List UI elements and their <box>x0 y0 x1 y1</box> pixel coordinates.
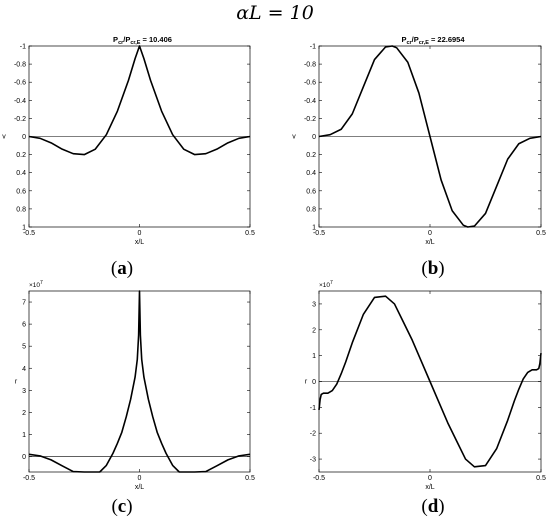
chart-panel-1: Pcr/Pcr,E = 10.406 <box>28 35 251 228</box>
panel-title-part: cr,E <box>130 40 140 46</box>
x-tick-label: 0 <box>138 230 142 237</box>
y-tick-label: 0 <box>22 454 26 461</box>
x-axis-label: x/L <box>135 239 144 246</box>
y-tick-label: 2 <box>22 410 26 417</box>
y-exponent-label: ×107 <box>29 280 43 289</box>
panel-title-part: = 22.6954 <box>429 35 465 44</box>
y-tick-label: 6 <box>22 322 26 329</box>
x-tick-label: 0 <box>428 230 432 237</box>
y-axis-label: v <box>292 134 296 141</box>
y-axis-label: v <box>2 134 6 141</box>
figure-title: αL = 10 <box>236 2 314 24</box>
panel-title-part: = 10.406 <box>140 35 172 44</box>
y-tick-label: -0.2 <box>304 116 316 123</box>
y-tick-label: 5 <box>22 344 26 351</box>
y-tick-label: 0.8 <box>16 206 26 213</box>
panel-title-part: P <box>401 35 406 44</box>
y-tick-label: 4 <box>22 366 26 373</box>
x-axis-label: x/L <box>135 484 144 491</box>
x-tick-label: -0.5 <box>23 475 35 482</box>
caption-b: (b) <box>421 258 445 279</box>
y-tick-label: -0.4 <box>304 98 316 105</box>
y-tick-label: -0.8 <box>304 62 316 69</box>
caption-c-letter: c <box>117 496 127 517</box>
x-tick-label: 0.5 <box>245 475 255 482</box>
y-tick-label: 2 <box>312 327 316 334</box>
panel-title-part: P <box>113 35 118 44</box>
y-tick-label: 0.8 <box>306 206 316 213</box>
chart-panel-3 <box>28 290 251 473</box>
x-tick-label: -0.5 <box>23 230 35 237</box>
y-tick-label: 7 <box>22 300 26 307</box>
y-tick-label: -1 <box>310 44 316 51</box>
y-tick-label: 0.4 <box>306 170 316 177</box>
caption-d: (d) <box>421 496 445 517</box>
y-tick-label: 0.2 <box>16 152 26 159</box>
caption-a-letter: a <box>117 258 127 279</box>
panel-title: Pcr/Pcr,E = 10.406 <box>113 35 172 46</box>
y-tick-label: -0.8 <box>14 62 26 69</box>
series-line-1 <box>318 295 542 468</box>
x-tick-label: 0.5 <box>536 475 546 482</box>
x-tick-label: 0.5 <box>536 230 546 237</box>
panel-title-part: /P <box>123 35 130 44</box>
x-axis-label: x/L <box>425 239 434 246</box>
y-tick-label: 0.2 <box>306 152 316 159</box>
y-tick-label: 0.4 <box>16 170 26 177</box>
y-exponent-power: 7 <box>40 280 43 286</box>
x-tick-label: -0.5 <box>313 230 325 237</box>
caption-d-letter: d <box>427 496 439 517</box>
y-tick-label: 0 <box>22 134 26 141</box>
panel-title-part: cr <box>118 40 124 46</box>
series-line-1 <box>28 45 251 156</box>
y-tick-label: -2 <box>310 431 316 438</box>
y-tick-label: 1 <box>22 225 26 232</box>
y-tick-label: 1 <box>312 225 316 232</box>
y-axis-label: r <box>305 379 308 386</box>
y-tick-label: 0.6 <box>16 188 26 195</box>
y-exponent-label: ×107 <box>319 280 333 289</box>
x-tick-label: 0 <box>428 475 432 482</box>
y-tick-label: -0.4 <box>14 98 26 105</box>
x-tick-label: -0.5 <box>313 475 325 482</box>
chart-panel-4 <box>318 290 542 473</box>
y-exponent-power: 7 <box>330 280 333 286</box>
caption-a: (a) <box>110 258 134 279</box>
y-axis-label: r <box>15 379 18 386</box>
y-tick-label: 3 <box>312 301 316 308</box>
y-tick-label: -1 <box>310 405 316 412</box>
x-tick-label: 0.5 <box>245 230 255 237</box>
y-tick-label: 0 <box>312 134 316 141</box>
series-line-1 <box>318 45 542 228</box>
y-tick-label: -0.2 <box>14 116 26 123</box>
panel-title-part: cr,E <box>419 40 429 46</box>
chart-panel-2: Pcr/Pcr,E = 22.6954 <box>318 35 542 228</box>
y-tick-label: -3 <box>310 457 316 464</box>
caption-b-letter: b <box>427 258 439 279</box>
panel-title-part: cr <box>406 40 412 46</box>
x-axis-label: x/L <box>425 484 434 491</box>
y-tick-label: -0.6 <box>304 80 316 87</box>
panel-title: Pcr/Pcr,E = 22.6954 <box>401 35 465 46</box>
y-tick-label: -0.6 <box>14 80 26 87</box>
panel-title-part: /P <box>412 35 419 44</box>
y-tick-label: 0.6 <box>306 188 316 195</box>
y-tick-label: 1 <box>22 432 26 439</box>
series-line-1 <box>28 290 251 473</box>
y-tick-label: -1 <box>20 44 26 51</box>
y-tick-label: 1 <box>312 353 316 360</box>
x-tick-label: 0 <box>138 475 142 482</box>
y-tick-label: 0 <box>312 379 316 386</box>
y-tick-label: 3 <box>22 388 26 395</box>
caption-c: (c) <box>111 496 133 517</box>
